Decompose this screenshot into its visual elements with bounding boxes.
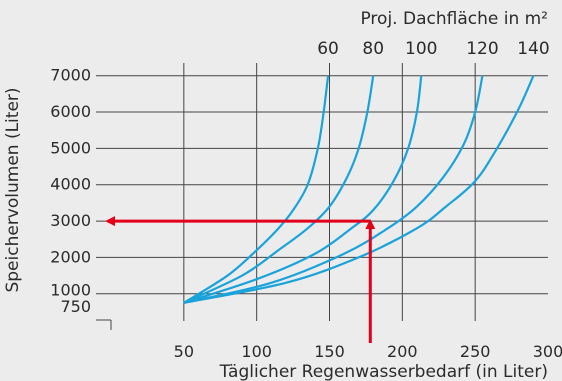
y-tick-label-5000: 5000	[50, 138, 91, 157]
y-tick-label-3000: 3000	[50, 211, 91, 230]
x-tick-label-300: 300	[533, 342, 562, 361]
series-line-100	[183, 75, 423, 304]
y-axis-label: Speichervolumen (Liter)	[3, 87, 23, 292]
x-axis-label: Täglicher Regenwasserbedarf (in Liter)	[219, 362, 548, 381]
x-tick-label-100: 100	[241, 342, 272, 361]
y-tick-label-4000: 4000	[50, 175, 91, 194]
x-tick-label-150: 150	[314, 342, 345, 361]
series-label-140: 140	[517, 39, 549, 59]
y-tick-label-750: 750	[60, 297, 91, 316]
series-label-120: 120	[466, 39, 498, 59]
series-line-60	[183, 75, 330, 304]
x-tick-label-50: 50	[174, 342, 194, 361]
series-line-80	[183, 75, 375, 304]
series-line-120	[183, 75, 484, 304]
top-axis-label: Proj. Dachfläche in m²	[360, 9, 548, 29]
series-label-100: 100	[405, 39, 437, 59]
grid-lines	[96, 63, 548, 330]
y-tick-label-1000: 1000	[50, 281, 91, 300]
series-label-60: 60	[317, 39, 339, 59]
series-label-80: 80	[362, 39, 384, 59]
x-tick-label-250: 250	[460, 342, 491, 361]
y-tick-label-2000: 2000	[50, 247, 91, 266]
series-group	[183, 75, 535, 304]
x-tick-label-200: 200	[387, 342, 418, 361]
series-line-140	[183, 75, 535, 304]
y-tick-label-7000: 7000	[50, 66, 91, 85]
y-tick-label-6000: 6000	[50, 102, 91, 121]
annotation-arrows	[105, 216, 376, 343]
